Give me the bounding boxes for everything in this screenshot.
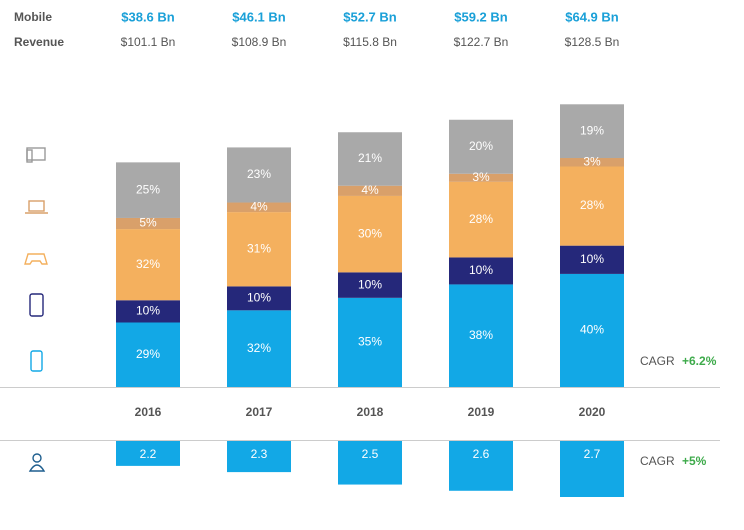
bar-segment: [227, 202, 291, 213]
x-tick-label: 2018: [357, 405, 384, 419]
revenue-label: $115.8 Bn: [343, 35, 397, 49]
bar-segment: [116, 217, 180, 230]
segment-label: 32%: [247, 341, 271, 355]
bar-stack: [116, 162, 180, 387]
x-tick-label: 2019: [468, 405, 495, 419]
mobile-revenue: $64.9 Bn: [565, 9, 619, 24]
bar-segment: [338, 272, 402, 298]
bar-segment: [338, 297, 402, 387]
icon-phone: [30, 350, 43, 372]
players-label: 2.5: [362, 447, 379, 461]
x-tick-label: 2017: [246, 405, 273, 419]
mobile-revenue: $59.2 Bn: [454, 9, 508, 24]
segment-label: 20%: [469, 139, 493, 153]
bar-segment: [338, 195, 402, 273]
segment-label: 21%: [358, 151, 382, 165]
bar-segment: [560, 245, 624, 274]
segment-label: 31%: [247, 241, 271, 255]
segment-label: 10%: [469, 263, 493, 277]
players-label: 2.3: [251, 447, 268, 461]
segment-label: 28%: [469, 212, 493, 226]
segment-label: 3%: [472, 170, 490, 184]
players-bar: [116, 441, 180, 466]
segment-label: 10%: [358, 277, 382, 291]
bar-segment: [227, 212, 291, 287]
bar-segment: [560, 104, 624, 159]
bar-segment: [116, 229, 180, 301]
segment-label: 29%: [136, 347, 160, 361]
bar-segment: [338, 185, 402, 196]
icon-user: [28, 453, 46, 472]
revenue-label: $101.1 Bn: [121, 35, 176, 49]
mobile-revenue: $52.7 Bn: [343, 9, 397, 24]
revenue-label: $108.9 Bn: [232, 35, 287, 49]
bar-segment: [227, 286, 291, 311]
segment-label: 4%: [361, 183, 379, 197]
segment-label: 3%: [583, 154, 601, 168]
players-label: 2.7: [584, 447, 601, 461]
bar-segment: [338, 132, 402, 186]
bar-segment: [449, 173, 513, 182]
bar-segment: [449, 284, 513, 387]
players-bar: [338, 441, 402, 485]
segment-label: 5%: [139, 216, 157, 230]
bar-segment: [560, 273, 624, 387]
segment-label: 4%: [250, 199, 268, 213]
icon-laptop: [25, 200, 48, 214]
segment-label: 10%: [247, 291, 271, 305]
segment-label: 19%: [580, 123, 604, 137]
bar-segment: [560, 166, 624, 246]
bar-segment: [560, 158, 624, 167]
segment-label: 32%: [136, 257, 160, 271]
bar-stack: [449, 119, 513, 387]
bar-segment: [227, 310, 291, 387]
bar-segment: [227, 147, 291, 203]
mobile-revenue: $38.6 Bn: [121, 9, 175, 24]
players-label: 2.6: [473, 447, 490, 461]
bar-segment: [449, 257, 513, 285]
bar-stack: [227, 147, 291, 387]
segment-label: 10%: [580, 252, 604, 266]
legend-icons: [24, 147, 48, 472]
bar-segment: [449, 181, 513, 258]
segment-label: 10%: [136, 304, 160, 318]
row-title: Mobile: [14, 10, 52, 24]
icon-console: [24, 253, 48, 265]
segment-label: 25%: [136, 182, 160, 196]
cagr-label: CAGR: [640, 454, 675, 468]
segment-label: 40%: [580, 323, 604, 337]
bar-stack: [560, 104, 624, 387]
x-tick-label: 2016: [135, 405, 162, 419]
bar-segment: [449, 119, 513, 174]
players-bar: [227, 441, 291, 473]
revenue-label: $122.7 Bn: [454, 35, 509, 49]
cagr-value: +6.2%: [682, 354, 717, 368]
bar-stack: [338, 132, 402, 387]
cagr-label: CAGR: [640, 354, 675, 368]
row-title: Revenue: [14, 35, 64, 49]
players-bar: [560, 441, 624, 497]
bar-segment: [116, 300, 180, 323]
bar-segment: [116, 162, 180, 218]
x-tick-label: 2020: [579, 405, 606, 419]
icon-pc: [26, 147, 46, 163]
players-label: 2.2: [140, 447, 157, 461]
segment-label: 28%: [580, 198, 604, 212]
bar-segment: [116, 322, 180, 387]
segment-label: 38%: [469, 328, 493, 342]
segment-label: 23%: [247, 167, 271, 181]
players-bar: [449, 441, 513, 491]
segment-label: 35%: [358, 335, 382, 349]
cagr-value: +5%: [682, 454, 707, 468]
icon-tablet: [29, 293, 44, 317]
segment-label: 30%: [358, 226, 382, 240]
mobile-revenue: $46.1 Bn: [232, 9, 286, 24]
revenue-label: $128.5 Bn: [565, 35, 620, 49]
